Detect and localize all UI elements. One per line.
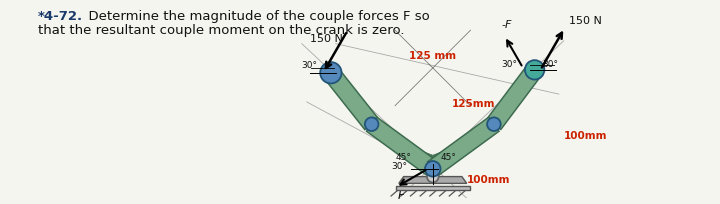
Text: 30°: 30° [301, 61, 318, 70]
Text: that the resultant couple moment on the crank is zero.: that the resultant couple moment on the … [38, 24, 405, 37]
Circle shape [427, 171, 438, 182]
Text: 45°: 45° [395, 153, 411, 162]
Text: 30°: 30° [542, 60, 559, 69]
Circle shape [487, 117, 500, 131]
Circle shape [525, 60, 544, 80]
Polygon shape [487, 65, 541, 129]
Text: 100mm: 100mm [564, 131, 607, 141]
Text: 150 N: 150 N [310, 34, 343, 44]
Text: 30°: 30° [501, 60, 517, 69]
Polygon shape [366, 117, 438, 176]
Text: *4-72.: *4-72. [38, 10, 83, 23]
Text: 30°: 30° [392, 162, 408, 171]
Polygon shape [324, 67, 379, 130]
Text: 125 mm: 125 mm [409, 51, 456, 61]
Circle shape [320, 62, 341, 83]
Text: F: F [398, 189, 405, 202]
Text: 125mm: 125mm [452, 99, 495, 109]
Circle shape [365, 117, 379, 131]
Text: 45°: 45° [441, 153, 456, 162]
Polygon shape [428, 117, 499, 176]
Polygon shape [396, 186, 469, 190]
Text: 100mm: 100mm [467, 175, 510, 185]
Text: 150 N: 150 N [569, 16, 601, 26]
Text: Determine the magnitude of the couple forces F so: Determine the magnitude of the couple fo… [80, 10, 429, 23]
Circle shape [425, 161, 441, 177]
Polygon shape [399, 177, 467, 183]
Polygon shape [372, 124, 494, 169]
Text: -F: -F [501, 20, 512, 30]
